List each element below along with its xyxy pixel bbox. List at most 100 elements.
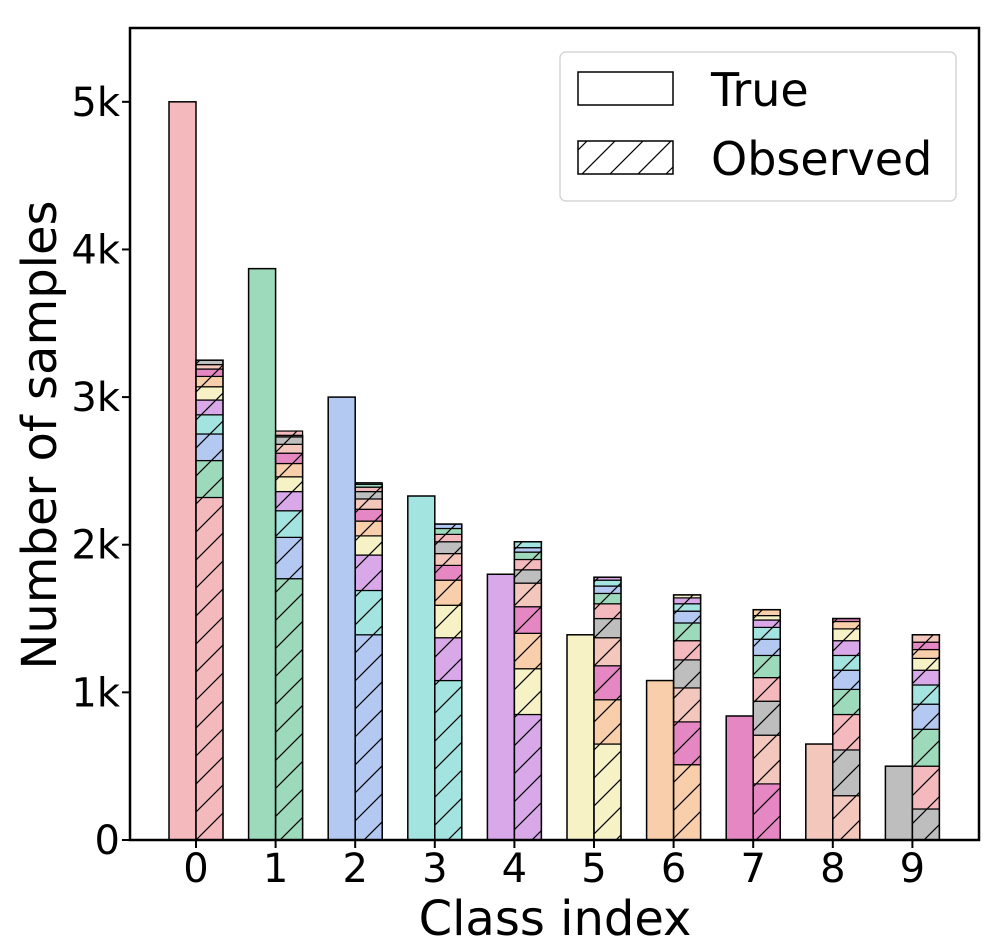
observed-segment-hatch	[673, 687, 701, 722]
observed-segment-hatch	[434, 637, 462, 681]
observed-segment-hatch	[912, 808, 940, 840]
legend-label-true: True	[710, 63, 809, 117]
x-tick-label: 7	[740, 846, 765, 892]
observed-segment-hatch	[275, 431, 303, 437]
observed-segment-hatch	[594, 637, 621, 666]
observed-segment-hatch	[594, 580, 621, 587]
observed-segment-hatch	[832, 689, 860, 715]
x-tick-label: 1	[263, 846, 288, 892]
observed-segment-hatch	[912, 649, 940, 659]
observed-segment-hatch	[753, 609, 781, 616]
observed-segment-hatch	[673, 721, 701, 765]
observed-segment-hatch	[673, 659, 701, 688]
observed-segment-hatch	[196, 414, 223, 434]
y-tick-label: 4k	[71, 227, 120, 273]
observed-segment-hatch	[594, 577, 621, 581]
observed-segment-hatch	[434, 534, 462, 542]
observed-segment-hatch	[753, 655, 781, 678]
bars-layer	[168, 101, 941, 841]
observed-segment-hatch	[434, 580, 462, 606]
observed-segment-hatch	[753, 677, 781, 702]
observed-segment-hatch	[196, 364, 223, 370]
observed-segment-hatch	[594, 744, 621, 840]
observed-segment-hatch	[514, 559, 542, 570]
x-tick-label: 3	[422, 846, 447, 892]
observed-segment-hatch	[514, 547, 542, 553]
true-bar	[327, 396, 356, 841]
observed-segment-hatch	[514, 583, 542, 607]
observed-segment-hatch	[355, 491, 383, 499]
observed-segment-hatch	[514, 541, 542, 548]
observed-segment-hatch	[434, 541, 462, 554]
observed-segment-hatch	[196, 400, 223, 415]
true-bar	[407, 495, 436, 841]
observed-segment-hatch	[275, 476, 303, 492]
observed-segment-hatch	[673, 603, 701, 612]
x-tick-label: 5	[581, 846, 606, 892]
x-tick-label: 6	[661, 846, 686, 892]
axes-layer: 0 1k 2k 3k 4k 5k 0 1 2 3 4 5 6 7 8 9	[71, 26, 981, 892]
observed-segment-hatch	[275, 463, 303, 477]
observed-segment-hatch	[832, 628, 860, 641]
observed-segment-hatch	[355, 590, 383, 635]
observed-segment-hatch	[832, 795, 860, 840]
observed-segment-hatch	[355, 509, 383, 522]
true-bar	[884, 765, 914, 841]
observed-segment-hatch	[753, 735, 781, 784]
observed-segment-hatch	[275, 436, 303, 445]
observed-segment-hatch	[912, 670, 940, 685]
observed-segment-hatch	[673, 640, 701, 660]
observed-segment-hatch	[355, 555, 383, 591]
observed-segment-hatch	[355, 487, 383, 492]
observed-segment-hatch	[434, 565, 462, 581]
observed-segment-hatch	[275, 578, 303, 840]
observed-segment-hatch	[832, 670, 860, 690]
legend-label-observed: Observed	[711, 132, 932, 186]
observed-segment-hatch	[753, 639, 781, 656]
observed-segment-hatch	[275, 510, 303, 538]
observed-segment-hatch	[832, 618, 860, 622]
y-tick-label: 1k	[71, 670, 120, 716]
observed-segment-hatch	[275, 444, 303, 454]
observed-segment-hatch	[832, 640, 860, 656]
observed-segment-hatch	[196, 386, 223, 401]
observed-segment-hatch	[753, 627, 781, 640]
observed-segment-hatch	[355, 498, 383, 510]
observed-segment-hatch	[514, 633, 542, 669]
legend-swatch-observed	[577, 140, 674, 175]
observed-segment-hatch	[434, 528, 462, 535]
observed-segment-hatch	[832, 621, 860, 629]
y-tick-label: 5k	[71, 80, 120, 126]
true-bar	[486, 573, 516, 841]
observed-segment-hatch	[196, 434, 223, 461]
x-axis-label: Class index	[419, 891, 692, 944]
observed-segment-hatch	[514, 668, 542, 715]
observed-segment-hatch	[832, 714, 860, 750]
observed-segment-hatch	[514, 569, 542, 584]
observed-segment-hatch	[912, 658, 940, 671]
observed-segment-hatch	[753, 701, 781, 736]
observed-segment-hatch	[673, 597, 701, 604]
observed-segment-hatch	[434, 680, 462, 840]
x-tick-label: 0	[183, 846, 208, 892]
y-tick-label: 2k	[71, 523, 120, 569]
true-bar	[645, 679, 675, 841]
observed-segment-hatch	[753, 620, 781, 628]
observed-segment-hatch	[514, 714, 542, 840]
observed-segment-hatch	[912, 684, 940, 705]
observed-segment-hatch	[355, 634, 383, 840]
plot-frame	[128, 26, 981, 842]
observed-segment-hatch	[673, 594, 701, 598]
observed-segment-hatch	[673, 622, 701, 641]
observed-segment-hatch	[434, 524, 462, 529]
true-bar	[168, 101, 197, 841]
observed-segment-hatch	[912, 704, 940, 730]
observed-segment-hatch	[196, 497, 223, 840]
observed-segment-hatch	[673, 764, 701, 840]
observed-segment-hatch	[196, 376, 223, 387]
observed-segment-hatch	[594, 699, 621, 745]
observed-segment-hatch	[594, 603, 621, 619]
true-bar	[725, 715, 754, 841]
observed-segment-hatch	[355, 535, 383, 556]
